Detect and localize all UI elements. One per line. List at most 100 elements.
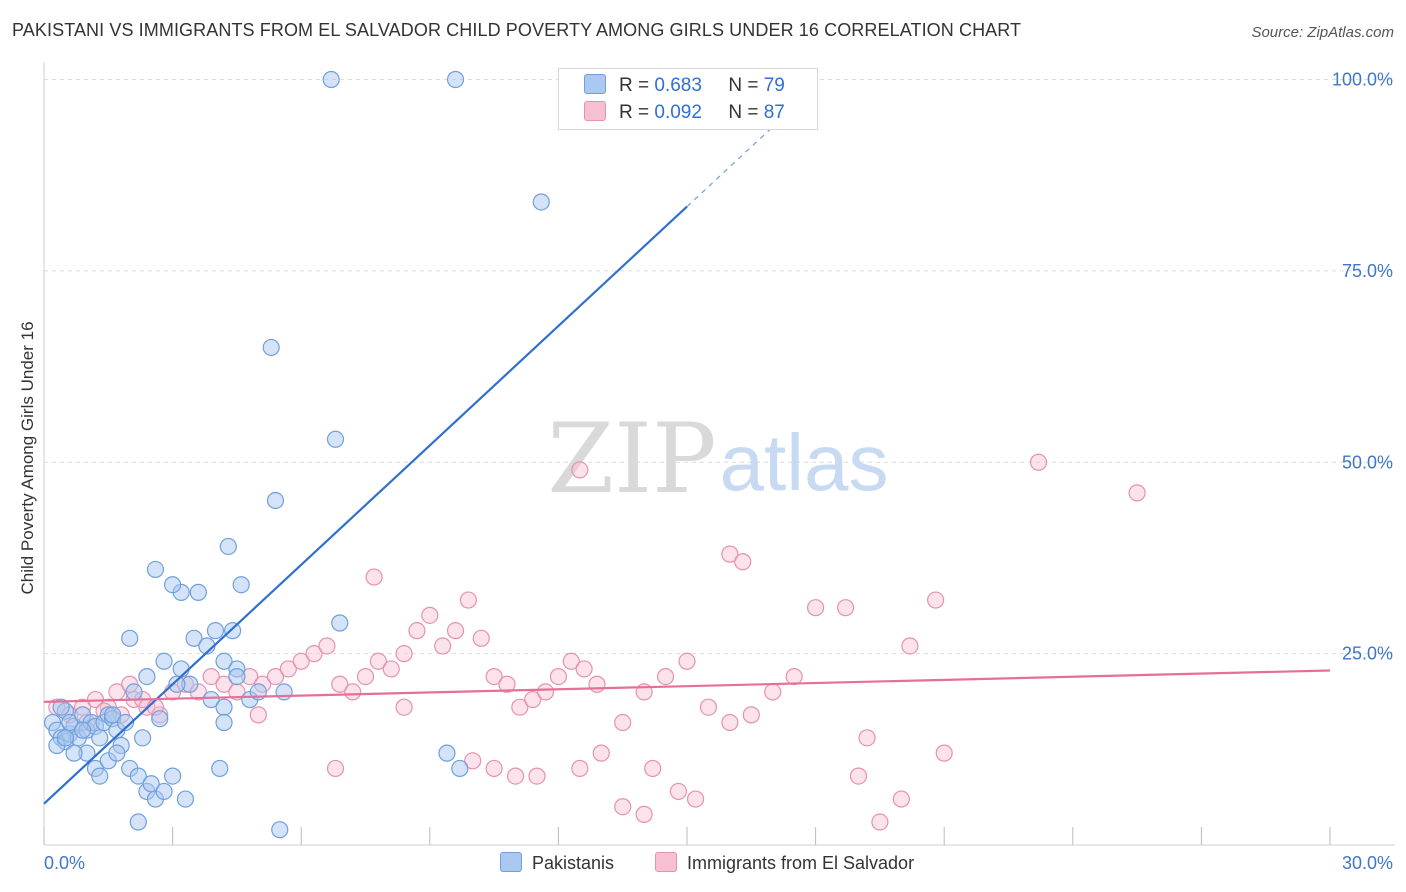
data-point-el-salvador — [464, 752, 482, 770]
data-point-el-salvador — [305, 645, 323, 663]
legend-r-label: R = — [619, 75, 655, 96]
data-point-el-salvador — [326, 759, 345, 778]
trend-line-el-salvador — [43, 669, 1331, 703]
data-point-pakistani — [108, 744, 126, 762]
data-point-el-salvador — [678, 652, 696, 670]
axes — [43, 62, 1395, 846]
data-point-el-salvador — [644, 759, 662, 778]
data-point-pakistani — [129, 767, 147, 785]
y-tick-label: 75.0% — [1342, 261, 1393, 281]
data-point-el-salvador — [421, 606, 439, 624]
legend-r-value: 0.683 — [654, 75, 702, 96]
watermark-atlas: atlas — [720, 418, 889, 507]
watermark: ZIP atlas — [547, 403, 888, 515]
data-point-pakistani — [164, 576, 182, 594]
trend-line-pakistanis-extension — [686, 126, 774, 208]
data-point-el-salvador — [524, 690, 542, 709]
data-point-el-salvador — [318, 637, 336, 655]
legend-n-value: 79 — [763, 75, 785, 96]
correlation-legend: R = 0.683 N = 79 R = 0.092 N = 87 — [558, 68, 818, 130]
legend-r-value: 0.092 — [654, 102, 702, 123]
data-point-pakistani — [176, 790, 195, 808]
data-point-el-salvador — [408, 622, 426, 640]
data-point-pakistani — [133, 729, 152, 747]
data-point-el-salvador — [266, 667, 285, 686]
data-point-pakistani — [155, 782, 173, 801]
y-tick-label: 25.0% — [1342, 644, 1393, 664]
legend-n-label: N = — [728, 102, 764, 123]
data-point-pakistani — [168, 675, 186, 693]
data-point-pakistani — [211, 759, 229, 778]
data-point-pakistani — [164, 767, 182, 785]
x-tick-label: 30.0% — [1342, 853, 1393, 873]
chart-title: PAKISTANI VS IMMIGRANTS FROM EL SALVADOR… — [12, 20, 1022, 40]
data-point-pakistani — [219, 537, 237, 556]
data-point-pakistani — [224, 622, 242, 640]
bottom-legend-pakistanis: Pakistanis — [500, 852, 614, 874]
data-point-el-salvador — [571, 461, 589, 479]
data-point-el-salvador — [562, 652, 580, 670]
data-point-pakistani — [116, 713, 135, 732]
trend-line-pakistanis — [43, 205, 688, 805]
data-point-pakistani — [438, 744, 456, 762]
data-point-el-salvador — [837, 599, 855, 617]
data-point-el-salvador — [395, 698, 413, 716]
data-point-pakistani — [322, 70, 340, 89]
bottom-legend-label: Pakistanis — [532, 853, 615, 873]
data-point-pakistani — [266, 491, 285, 510]
data-point-pakistani — [326, 430, 345, 448]
data-point-pakistani — [275, 683, 293, 701]
data-point-el-salvador — [927, 591, 945, 609]
data-point-pakistani — [56, 729, 75, 747]
data-point-el-salvador — [721, 713, 739, 732]
data-point-el-salvador — [459, 591, 477, 609]
data-point-el-salvador — [669, 782, 688, 801]
data-point-el-salvador — [614, 798, 632, 816]
data-point-el-salvador — [871, 813, 889, 831]
data-point-el-salvador — [279, 660, 297, 678]
bottom-legend-el-salvador: Immigrants from El Salvador — [655, 852, 914, 874]
legend-n-label: N = — [728, 75, 764, 96]
data-point-pakistani — [228, 667, 246, 686]
data-point-el-salvador — [901, 637, 919, 655]
data-point-el-salvador — [202, 667, 220, 686]
source-label: Source: ZipAtlas.com — [1251, 24, 1394, 41]
data-point-pakistani — [121, 629, 139, 647]
data-point-pakistani — [189, 583, 207, 601]
x-tick-label: 0.0% — [44, 853, 85, 873]
data-point-el-salvador — [365, 568, 383, 586]
data-point-pakistani — [215, 652, 233, 670]
data-point-pakistani — [138, 667, 156, 686]
data-point-el-salvador — [434, 637, 452, 655]
data-point-el-salvador — [734, 553, 752, 571]
data-point-pakistani — [331, 614, 349, 632]
data-point-el-salvador — [382, 660, 400, 678]
data-point-el-salvador — [528, 767, 546, 785]
data-point-el-salvador — [249, 706, 267, 724]
data-point-el-salvador — [892, 790, 910, 808]
tick-labels: 25.0% 50.0% 75.0% 100.0% 0.0% 30.0% — [44, 70, 1393, 874]
data-point-el-salvador — [575, 660, 593, 678]
data-point-el-salvador — [395, 645, 413, 663]
data-point-el-salvador — [686, 790, 705, 808]
data-point-pakistani — [446, 70, 465, 89]
watermark-zip: ZIP — [547, 403, 716, 515]
data-point-pakistani — [103, 706, 122, 724]
data-point-el-salvador — [331, 675, 349, 693]
data-point-el-salvador — [592, 744, 610, 762]
data-point-pakistani — [91, 767, 109, 785]
data-point-el-salvador — [785, 667, 803, 686]
data-point-pakistani — [262, 338, 280, 357]
data-point-pakistani — [146, 560, 165, 579]
data-point-pakistani — [271, 821, 289, 839]
data-point-pakistani — [232, 576, 250, 594]
data-point-el-salvador — [849, 767, 868, 785]
data-point-el-salvador — [292, 652, 310, 670]
data-point-el-salvador — [588, 675, 606, 693]
data-point-el-salvador — [1029, 453, 1048, 471]
data-point-pakistani — [155, 652, 173, 670]
data-point-el-salvador — [571, 759, 589, 778]
trend-lines — [43, 126, 1331, 805]
data-point-el-salvador — [656, 667, 675, 686]
